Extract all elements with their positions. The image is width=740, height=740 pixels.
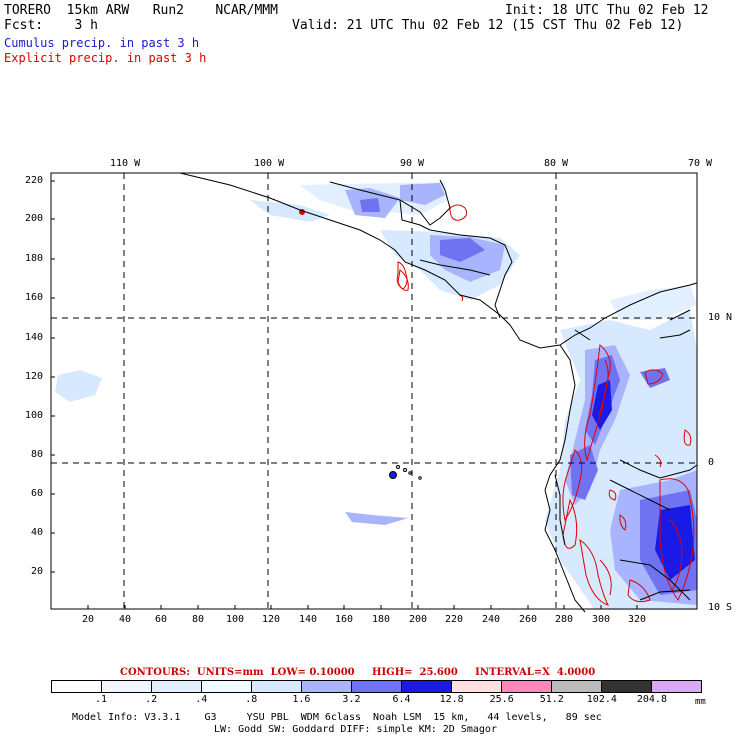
x-tick: 200 [409,614,428,625]
colorbar-swatch [202,681,252,692]
x-tick: 220 [445,614,464,625]
colorbar-swatch [152,681,202,692]
colorbar-swatch [402,681,452,692]
y-tick: 200 [25,213,44,224]
colorbar-unit: mm [695,697,706,707]
lat-label-0: 0 [708,457,715,468]
y-tick: 100 [25,410,44,421]
y-tick: 180 [25,253,44,264]
colorbar-swatch [652,681,701,692]
y-tick: 80 [31,449,44,460]
colorbar-label: .8 [245,694,258,705]
y-tick: 140 [25,332,44,343]
y-tick: 120 [25,371,44,382]
colorbar-swatch [352,681,402,692]
colorbar-swatch [252,681,302,692]
physics-info: LW: Godd SW: Goddard DIFF: simple KM: 2D… [214,724,497,735]
colorbar-swatch [302,681,352,692]
colorbar-swatch [452,681,502,692]
colorbar-labels: .1 .2 .4 .8 1.6 3.2 6.4 12.8 25.6 51.2 102.4 204.8 [0,694,740,706]
model-title: TORERO 15km ARW Run2 NCAR/MMM [4,3,278,18]
y-tick: 160 [25,292,44,303]
colorbar-label: 102.4 [586,694,617,705]
x-tick: 100 [226,614,245,625]
colorbar-label: 51.2 [539,694,564,705]
colorbar-swatch [52,681,102,692]
colorbar-swatch [552,681,602,692]
valid-time: Valid: 21 UTC Thu 02 Feb 12 (15 CST Thu … [292,18,684,33]
lat-label-10n: 10 N [708,312,733,323]
colorbar-label: .4 [195,694,208,705]
explicit-precip-contours [299,204,695,606]
lon-label-80w: 80 W [544,158,569,169]
x-tick: 280 [555,614,574,625]
x-tick: 60 [155,614,168,625]
x-tick: 260 [519,614,538,625]
colorbar-label: 204.8 [636,694,667,705]
x-tick: 80 [192,614,205,625]
x-tick: 240 [482,614,501,625]
forecast-hour: Fcst: 3 h [4,18,98,33]
x-tick: 140 [299,614,318,625]
colorbar-label: 12.8 [439,694,464,705]
y-tick: 20 [31,566,44,577]
x-tick: 40 [119,614,132,625]
colorbar-label: 3.2 [342,694,361,705]
cumulus-legend: Cumulus precip. in past 3 h [4,36,200,50]
contour-info: CONTOURS: UNITS=mm LOW= 0.10000 HIGH= 25… [120,667,596,678]
x-tick: 160 [335,614,354,625]
y-tick: 220 [25,175,44,186]
lon-label-90w: 90 W [400,158,425,169]
lon-label-70w: 70 W [688,158,713,169]
init-time: Init: 18 UTC Thu 02 Feb 12 [505,3,709,18]
y-tick: 60 [31,488,44,499]
colorbar-label: 25.6 [489,694,514,705]
precip-colorbar [51,680,702,693]
colorbar-swatch [102,681,152,692]
map-frame [50,172,698,610]
lon-label-100w: 100 W [254,158,285,169]
colorbar-swatch [602,681,652,692]
y-tick: 40 [31,527,44,538]
lat-lon-grid [51,173,697,609]
colorbar-label: 1.6 [292,694,311,705]
colorbar-swatch [502,681,552,692]
colorbar-label: 6.4 [392,694,411,705]
x-tick: 300 [592,614,611,625]
colorbar-label: .2 [145,694,158,705]
x-tick: 180 [372,614,391,625]
cumulus-precip-fills [55,182,697,610]
x-tick: 20 [82,614,95,625]
lon-label-110w: 110 W [110,158,141,169]
x-tick: 120 [262,614,281,625]
axis-ticks [51,180,638,609]
colorbar-label: .1 [95,694,108,705]
explicit-legend: Explicit precip. in past 3 h [4,51,207,65]
model-info: Model Info: V3.3.1 G3 YSU PBL WDM 6class… [72,712,602,723]
lat-label-10s: 10 S [708,602,733,613]
x-tick: 320 [628,614,647,625]
